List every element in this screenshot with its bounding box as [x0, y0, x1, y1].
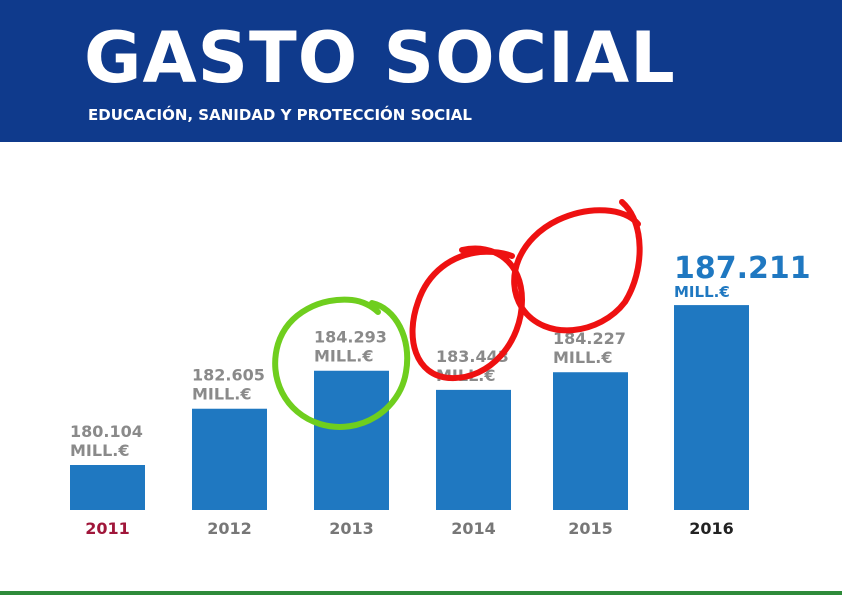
x-tick-2015: 2015 — [568, 519, 613, 538]
value-label-2012: 182.605 — [192, 366, 265, 385]
bar-2015 — [553, 372, 628, 510]
bar-2013 — [314, 370, 389, 510]
header-banner: GASTO SOCIAL EDUCACIÓN, SANIDAD Y PROTEC… — [0, 0, 842, 142]
annotation-circle-2014 — [409, 245, 526, 382]
value-label-2014: 183.443 — [436, 347, 509, 366]
value-label-2016: 187.211 — [674, 251, 811, 286]
x-tick-2012: 2012 — [207, 519, 252, 538]
bar-chart: 180.104MILL.€2011182.605MILL.€2012184.29… — [70, 199, 811, 538]
x-tick-2014: 2014 — [451, 519, 496, 538]
unit-label-2015: MILL.€ — [553, 348, 612, 367]
bar-2012 — [192, 408, 267, 510]
x-tick-2016: 2016 — [689, 519, 734, 538]
bar-2011 — [70, 465, 145, 510]
value-label-2015: 184.227 — [553, 329, 626, 348]
footer-divider — [0, 591, 842, 595]
bar-2016 — [674, 305, 749, 510]
unit-label-2012: MILL.€ — [192, 385, 251, 404]
page-title: GASTO SOCIAL — [84, 17, 676, 99]
x-tick-2011: 2011 — [85, 519, 130, 538]
x-tick-2013: 2013 — [329, 519, 374, 538]
value-label-2013: 184.293 — [314, 328, 387, 347]
annotation-circle-2013 — [272, 296, 411, 430]
bar-2014 — [436, 389, 511, 510]
unit-label-2011: MILL.€ — [70, 441, 129, 460]
page-subtitle: EDUCACIÓN, SANIDAD Y PROTECCIÓN SOCIAL — [88, 106, 472, 124]
unit-label-2013: MILL.€ — [314, 347, 373, 366]
unit-label-2016: MILL.€ — [674, 283, 730, 301]
value-label-2011: 180.104 — [70, 422, 143, 441]
annotation-circle-2015 — [511, 199, 643, 334]
